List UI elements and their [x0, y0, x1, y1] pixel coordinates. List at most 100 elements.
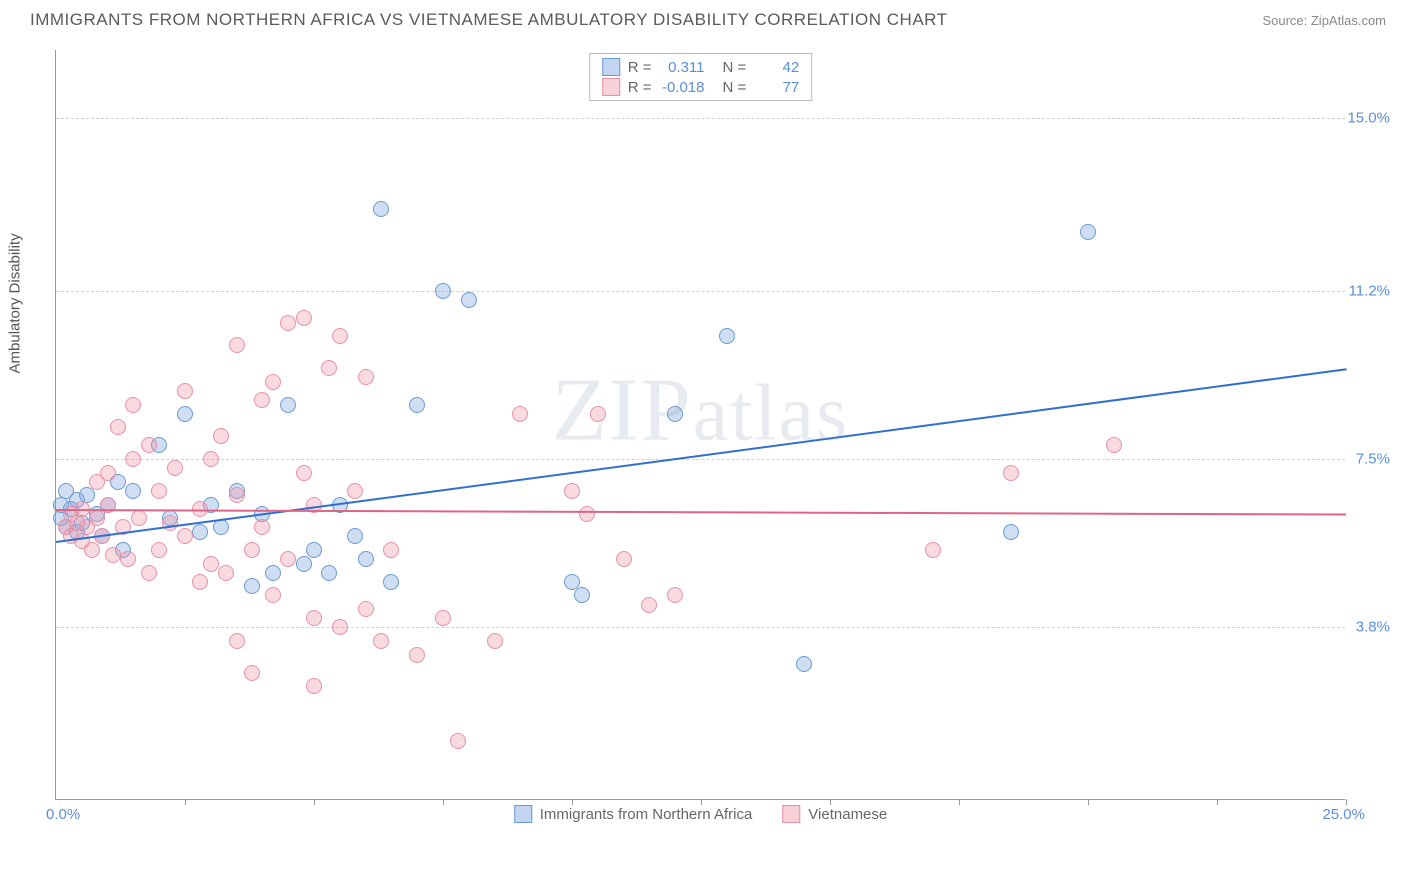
chart-area: Ambulatory Disability ZIPatlas R =0.311N…: [55, 50, 1375, 820]
data-point: [125, 483, 141, 499]
data-point: [590, 406, 606, 422]
legend-n-value: 77: [754, 79, 799, 96]
legend-r-label: R =: [628, 79, 652, 96]
data-point: [450, 733, 466, 749]
data-point: [347, 483, 363, 499]
data-point: [213, 519, 229, 535]
data-point: [332, 619, 348, 635]
data-point: [321, 360, 337, 376]
data-point: [192, 574, 208, 590]
x-tick: [701, 799, 702, 805]
x-tick: [314, 799, 315, 805]
y-tick-label: 7.5%: [1356, 451, 1390, 468]
data-point: [192, 524, 208, 540]
x-tick: [1088, 799, 1089, 805]
data-point: [151, 542, 167, 558]
data-point: [100, 465, 116, 481]
scatter-plot: ZIPatlas R =0.311N =42R =-0.018N =77 0.0…: [55, 50, 1345, 800]
gridline: [56, 627, 1345, 628]
data-point: [1003, 524, 1019, 540]
data-point: [564, 483, 580, 499]
legend-r-value: 0.311: [660, 59, 705, 76]
data-point: [358, 601, 374, 617]
data-point: [719, 328, 735, 344]
data-point: [203, 451, 219, 467]
legend-n-label: N =: [723, 59, 747, 76]
data-point: [306, 678, 322, 694]
legend-r-value: -0.018: [660, 79, 705, 96]
data-point: [306, 610, 322, 626]
chart-source: Source: ZipAtlas.com: [1262, 13, 1386, 28]
legend-row: R = 0.311 N = 42: [602, 57, 800, 77]
data-point: [1106, 437, 1122, 453]
x-tick: [1346, 799, 1347, 805]
data-point: [616, 551, 632, 567]
x-tick: [830, 799, 831, 805]
gridline: [56, 118, 1345, 119]
data-point: [296, 465, 312, 481]
legend-n-value: 42: [754, 59, 799, 76]
data-point: [89, 510, 105, 526]
y-tick-label: 11.2%: [1349, 282, 1390, 299]
x-tick: [1217, 799, 1218, 805]
y-tick-label: 15.0%: [1347, 110, 1390, 127]
data-point: [167, 460, 183, 476]
data-point: [1003, 465, 1019, 481]
data-point: [321, 565, 337, 581]
data-point: [296, 556, 312, 572]
data-point: [358, 369, 374, 385]
data-point: [265, 565, 281, 581]
data-point: [203, 556, 219, 572]
data-point: [229, 633, 245, 649]
data-point: [177, 406, 193, 422]
legend-swatch: [602, 58, 620, 76]
data-point: [131, 510, 147, 526]
legend-r-label: R =: [628, 59, 652, 76]
data-point: [244, 578, 260, 594]
legend-series-item: Vietnamese: [782, 805, 887, 823]
data-point: [218, 565, 234, 581]
data-point: [244, 665, 260, 681]
legend-series-item: Immigrants from Northern Africa: [514, 805, 753, 823]
data-point: [373, 201, 389, 217]
gridline: [56, 459, 1345, 460]
data-point: [925, 542, 941, 558]
legend-row: R = -0.018 N = 77: [602, 77, 800, 97]
x-tick: [185, 799, 186, 805]
data-point: [435, 610, 451, 626]
legend-series-label: Immigrants from Northern Africa: [540, 806, 753, 823]
data-point: [151, 483, 167, 499]
data-point: [358, 551, 374, 567]
legend-correlation: R = 0.311 N = 42 R = -0.018 N = 77: [589, 53, 813, 101]
data-point: [177, 383, 193, 399]
legend-n-label: N =: [723, 79, 747, 96]
data-point: [229, 487, 245, 503]
chart-header: IMMIGRANTS FROM NORTHERN AFRICA VS VIETN…: [0, 0, 1406, 30]
data-point: [244, 542, 260, 558]
data-point: [487, 633, 503, 649]
data-point: [120, 551, 136, 567]
data-point: [229, 337, 245, 353]
data-point: [579, 506, 595, 522]
x-tick: [959, 799, 960, 805]
data-point: [796, 656, 812, 672]
data-point: [254, 392, 270, 408]
gridline: [56, 291, 1345, 292]
x-tick: [572, 799, 573, 805]
data-point: [383, 574, 399, 590]
x-tick: [443, 799, 444, 805]
legend-swatch: [782, 805, 800, 823]
data-point: [574, 587, 590, 603]
data-point: [177, 528, 193, 544]
data-point: [347, 528, 363, 544]
data-point: [373, 633, 389, 649]
data-point: [667, 587, 683, 603]
y-tick-label: 3.8%: [1356, 619, 1390, 636]
data-point: [280, 397, 296, 413]
data-point: [280, 315, 296, 331]
data-point: [110, 419, 126, 435]
legend-swatch: [602, 78, 620, 96]
trend-line: [56, 368, 1346, 543]
data-point: [435, 283, 451, 299]
data-point: [512, 406, 528, 422]
